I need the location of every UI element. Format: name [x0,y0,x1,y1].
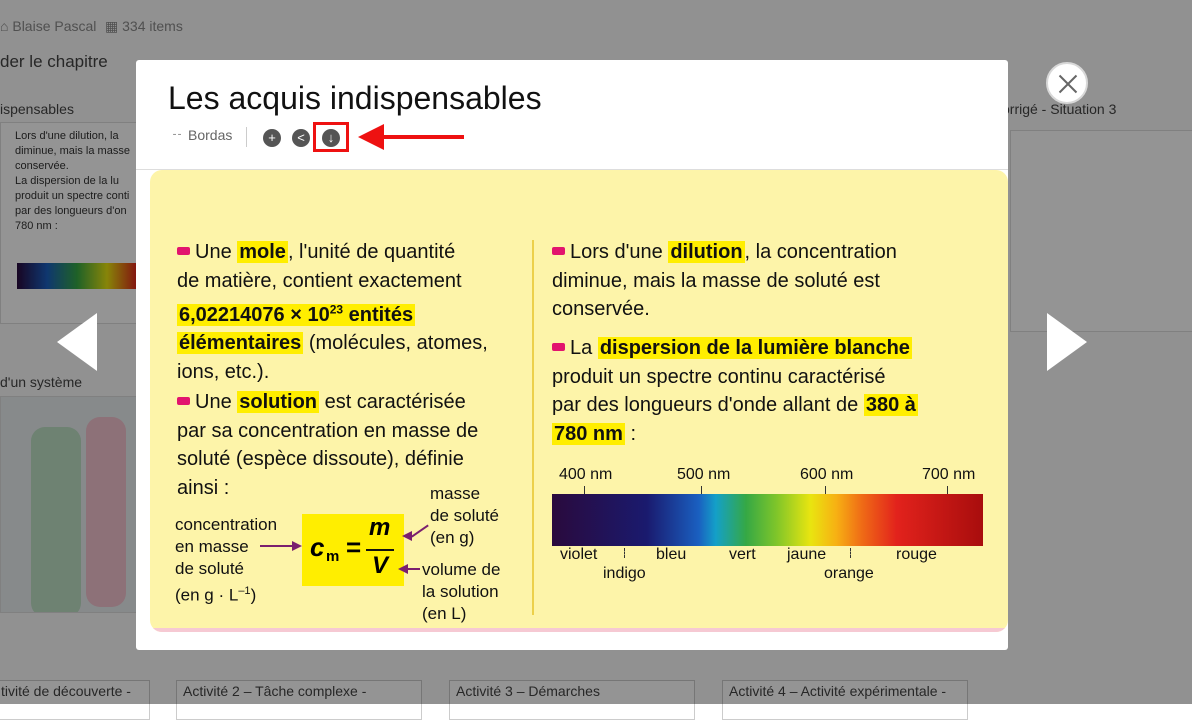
next-arrow-icon[interactable] [1047,313,1087,371]
previous-arrow-icon[interactable] [57,313,97,371]
formula-box: c m = m V [302,514,404,586]
spectrum-bar [552,494,983,546]
arrow-head-icon [398,564,408,574]
card-title-corrige[interactable]: orrigé - Situation 3 [1002,101,1117,117]
concentration-label: concentration en masse de soluté (en g ·… [175,515,278,605]
color-label-rouge: rouge [896,546,937,563]
bullet-icon [177,247,190,255]
color-label-jaune: jaune [787,546,827,563]
document-bottom-edge [150,628,1008,632]
thumbnail-acquis[interactable]: Lors d'une dilution, la diminue, mais la… [0,122,138,324]
color-label-indigo: indigo [603,565,646,582]
item-count: ▦ 334 items [105,18,183,34]
color-label-violet: violet [560,546,598,563]
tick-label-700: 700 nm [922,466,976,483]
solution-paragraph: Une solution est caractérisée par sa con… [177,391,479,499]
document-card: Une mole, l'unité de quantité de matière… [150,170,1008,632]
arrow-line [406,568,420,570]
bullet-icon [552,343,565,351]
red-arrow-shaft [376,135,464,139]
publisher-name: Bordas [188,127,233,143]
masse-label: masse de soluté (en g) [430,484,499,547]
card-title-systeme[interactable]: d'un système [0,374,83,390]
color-label-orange: orange [824,565,874,582]
download-highlight-box [313,122,349,152]
download-icon[interactable]: ↓ [322,129,340,147]
tick-mark [701,486,702,494]
close-button[interactable] [1046,62,1088,104]
share-icon[interactable]: < [292,129,310,147]
dilution-paragraph: Lors d'une dilution, la concentration di… [552,241,897,320]
thumbnail-corrige[interactable] [1010,130,1192,332]
publisher-icon: ⁃⁃ [172,129,182,141]
color-label-bleu: bleu [656,546,687,563]
bullet-icon [177,397,190,405]
thumbnail-systeme[interactable] [0,396,138,613]
card-title-acquis[interactable]: ispensables [0,101,74,117]
add-icon[interactable]: + [263,129,281,147]
publisher-tag[interactable]: ⁃⁃ Bordas [172,127,232,143]
chapter-link[interactable]: der le chapitre [0,52,108,71]
tick-label-400: 400 nm [559,466,613,483]
author-meta: ⌂ Blaise Pascal [0,18,97,34]
modal-divider [136,169,1008,170]
arrow-line [411,524,429,538]
tick-mark [850,548,851,558]
tick-mark [624,548,625,558]
tick-label-500: 500 nm [677,466,731,483]
tick-mark [584,486,585,494]
resource-modal: Les acquis indispensables ⁃⁃ Bordas + < … [136,60,1008,650]
arrow-line [260,545,292,547]
tick-mark [825,486,826,494]
tick-label-600: 600 nm [800,466,854,483]
volume-label: volume de la solution (en L) [422,560,501,623]
column-divider [532,240,534,615]
toolbar-separator [246,127,247,147]
tick-mark [947,486,948,494]
arrow-head-icon [292,541,302,551]
dispersion-paragraph: La dispersion de la lumière blanche prod… [552,337,918,445]
mole-paragraph: Une mole, l'unité de quantité de matière… [177,241,488,383]
modal-title: Les acquis indispensables [168,80,542,116]
bullet-icon [552,247,565,255]
color-label-vert: vert [729,546,756,563]
arrow-head-icon [402,531,412,541]
